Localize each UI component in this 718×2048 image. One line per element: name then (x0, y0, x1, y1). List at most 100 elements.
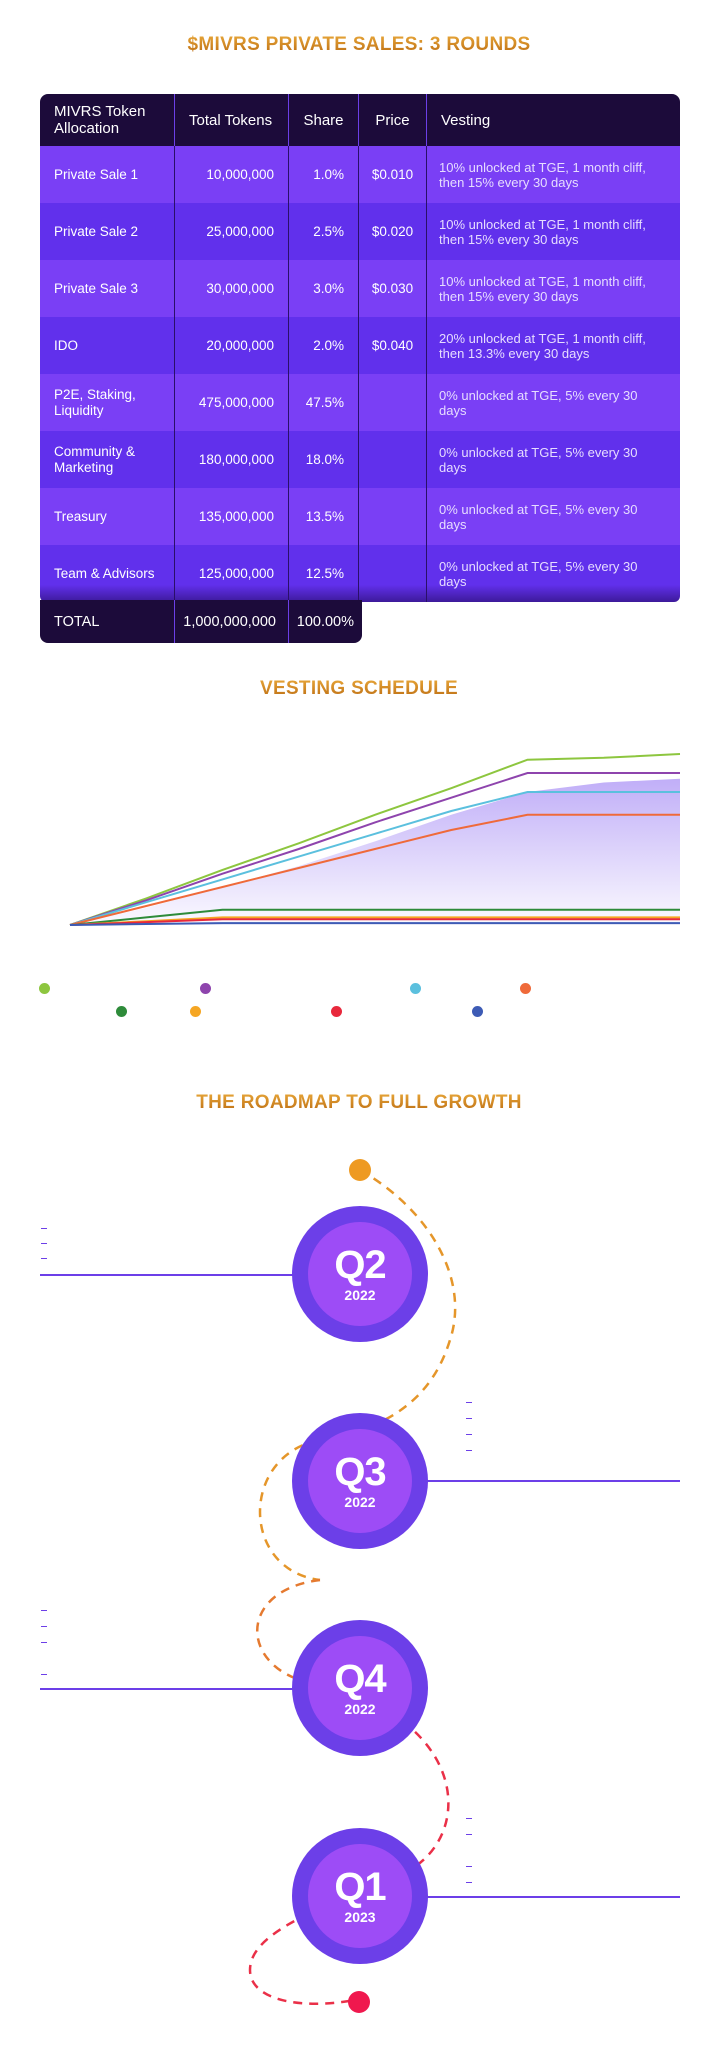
cell-share: 1.0% (289, 146, 359, 203)
cell-tokens: 25,000,000 (175, 203, 289, 260)
table-row: IDO 20,000,000 2.0% $0.040 20% unlocked … (40, 317, 680, 374)
cell-price (359, 431, 427, 488)
roadmap-bullet (466, 1450, 472, 1451)
legend-dot-1 (39, 983, 50, 994)
roadmap-connector-q1 (420, 1896, 680, 1898)
milestone-year: 2022 (344, 1494, 376, 1510)
roadmap-milestone-q2-2022: Q2 2022 (292, 1206, 428, 1342)
cell-share: 3.0% (289, 260, 359, 317)
milestone-quarter: Q2 (334, 1243, 386, 1287)
cell-vesting: 20% unlocked at TGE, 1 month cliff, then… (439, 330, 646, 361)
roadmap-bullet (41, 1674, 47, 1675)
roadmap-bullet (466, 1882, 472, 1883)
cell-name: Private Sale 3 (40, 260, 175, 317)
roadmap-bullet (41, 1228, 47, 1229)
milestone-year: 2023 (344, 1909, 376, 1925)
table-row: Private Sale 3 30,000,000 3.0% $0.030 10… (40, 260, 680, 317)
roadmap-end-dot (348, 1991, 370, 2013)
vesting-series-line-1 (69, 753, 681, 926)
milestone-quarter: Q1 (334, 1865, 386, 1909)
milestone-year: 2022 (344, 1701, 376, 1717)
cell-name: Team & Advisors (40, 545, 175, 602)
cell-vesting: 0% unlocked at TGE, 5% every 30 days (439, 558, 638, 589)
roadmap-path-segment-2 (255, 1578, 321, 1682)
legend-dot-8 (472, 1006, 483, 1017)
vesting-chart (69, 753, 681, 926)
roadmap-bullet (41, 1610, 47, 1611)
roadmap-connector-q4 (40, 1688, 300, 1690)
legend-dot-5 (116, 1006, 127, 1017)
roadmap-bullet (466, 1866, 472, 1867)
cell-vesting: 0% unlocked at TGE, 5% every 30 days (439, 444, 638, 475)
roadmap-connector-q2 (40, 1274, 300, 1276)
table-body: Private Sale 1 10,000,000 1.0% $0.010 10… (40, 146, 680, 602)
roadmap-path-segment-1 (258, 1168, 457, 1582)
roadmap-bullet (41, 1258, 47, 1259)
cell-tokens: 30,000,000 (175, 260, 289, 317)
legend-dot-4 (520, 983, 531, 994)
token-allocation-table: MIVRS Token Allocation Total Tokens Shar… (40, 94, 680, 602)
cell-tokens: 135,000,000 (175, 488, 289, 545)
cell-price (359, 488, 427, 545)
header-share: Share (289, 94, 359, 146)
vesting-series-line-6 (69, 916, 680, 926)
roadmap-title: THE ROADMAP TO FULL GROWTH (0, 1092, 718, 1114)
private-sales-title: $MIVRS PRIVATE SALES: 3 ROUNDS (0, 34, 718, 56)
roadmap-milestone-q1-2023: Q1 2023 (292, 1828, 428, 1964)
cell-name: IDO (40, 317, 175, 374)
roadmap-bullet (466, 1834, 472, 1835)
total-share: 100.00% (296, 613, 354, 630)
cell-share: 2.5% (289, 203, 359, 260)
roadmap-bullet (41, 1642, 47, 1643)
roadmap-bullet (466, 1434, 472, 1435)
header-allocation: MIVRS Token Allocation (40, 94, 175, 146)
legend-dot-6 (190, 1006, 201, 1017)
vesting-series-group (69, 753, 681, 926)
cell-name: Treasury (40, 488, 175, 545)
milestone-year: 2022 (344, 1287, 376, 1303)
cell-price (359, 374, 427, 431)
cell-share: 12.5% (289, 545, 359, 602)
cell-tokens: 475,000,000 (175, 374, 289, 431)
roadmap-start-dot (349, 1159, 371, 1181)
table-row: Team & Advisors 125,000,000 12.5% 0% unl… (40, 545, 680, 602)
total-tokens: 1,000,000,000 (175, 600, 289, 643)
milestone-quarter: Q4 (334, 1657, 386, 1701)
cell-vesting: 10% unlocked at TGE, 1 month cliff, then… (439, 273, 646, 304)
table-row: Community & Marketing 180,000,000 18.0% … (40, 431, 680, 488)
cell-vesting: 0% unlocked at TGE, 5% every 30 days (439, 387, 638, 418)
cell-share: 18.0% (289, 431, 359, 488)
header-vesting: Vesting (441, 111, 491, 129)
cell-name: P2E, Staking, Liquidity (40, 374, 175, 431)
cell-share: 47.5% (289, 374, 359, 431)
vesting-series-line-2 (69, 772, 680, 926)
table-header: MIVRS Token Allocation Total Tokens Shar… (40, 94, 680, 146)
cell-tokens: 20,000,000 (175, 317, 289, 374)
roadmap-bullet (41, 1626, 47, 1627)
table-row: P2E, Staking, Liquidity 475,000,000 47.5… (40, 374, 680, 431)
cell-price: $0.020 (359, 203, 427, 260)
cell-vesting: 0% unlocked at TGE, 5% every 30 days (439, 501, 638, 532)
legend-dot-7 (331, 1006, 342, 1017)
table-row: Treasury 135,000,000 13.5% 0% unlocked a… (40, 488, 680, 545)
cell-vesting: 10% unlocked at TGE, 1 month cliff, then… (439, 216, 646, 247)
vesting-series-line-4 (69, 813, 680, 926)
cell-name: Private Sale 2 (40, 203, 175, 260)
vesting-title: VESTING SCHEDULE (0, 678, 718, 700)
cell-share: 13.5% (289, 488, 359, 545)
header-price: Price (359, 94, 427, 146)
table-row: Private Sale 2 25,000,000 2.5% $0.020 10… (40, 203, 680, 260)
roadmap-bullet (466, 1402, 472, 1403)
cell-price: $0.040 (359, 317, 427, 374)
vesting-series-line-5 (69, 908, 680, 926)
vesting-series-line-8 (69, 922, 680, 926)
roadmap-bullet (41, 1243, 47, 1244)
roadmap-bullet (466, 1818, 472, 1819)
cell-price: $0.030 (359, 260, 427, 317)
legend-dot-3 (410, 983, 421, 994)
roadmap-connector-q3 (420, 1480, 680, 1482)
vesting-series-line-7 (69, 918, 680, 926)
milestone-quarter: Q3 (334, 1450, 386, 1494)
roadmap-milestone-q4-2022: Q4 2022 (292, 1620, 428, 1756)
cell-tokens: 125,000,000 (175, 545, 289, 602)
